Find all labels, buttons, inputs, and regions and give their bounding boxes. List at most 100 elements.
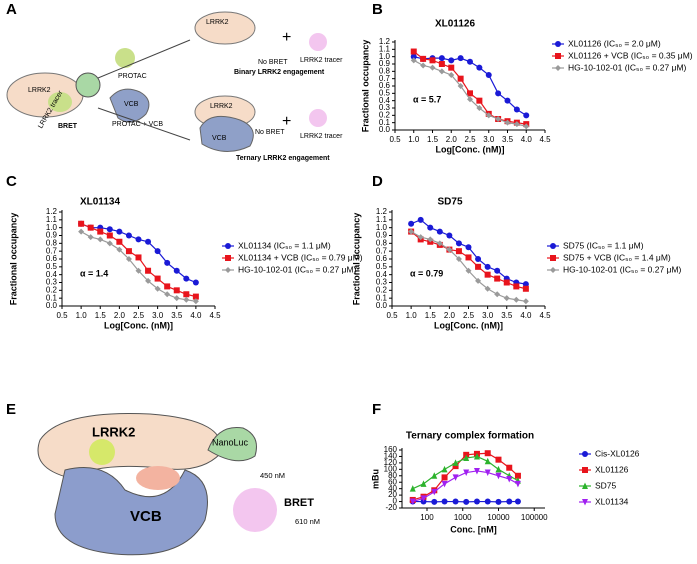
tracer-glow — [309, 109, 327, 127]
point — [154, 248, 161, 255]
point — [116, 246, 123, 253]
point — [452, 474, 459, 481]
label: LRRK2 tracer — [300, 57, 343, 64]
label: VCB — [212, 135, 227, 142]
label: VCB — [124, 101, 139, 108]
point — [513, 283, 520, 290]
chart-title: SD75 — [437, 197, 462, 208]
point — [145, 277, 152, 284]
legend-marker — [550, 243, 556, 249]
point — [145, 238, 152, 245]
annotation: α = 0.79 — [410, 268, 443, 278]
point — [513, 296, 520, 303]
x-tick-label: 2.0 — [446, 135, 458, 144]
label: LRRK2 tracer — [300, 133, 343, 140]
y-tick-label: 0.5 — [376, 262, 388, 271]
point — [154, 285, 161, 292]
point — [436, 228, 443, 235]
lrrk2-shape — [6, 72, 84, 118]
y-tick-label: 0.6 — [376, 254, 388, 263]
y-tick-label: -20 — [385, 503, 397, 512]
label: BRET — [284, 497, 314, 509]
y-axis-label: Fractional occupancy — [351, 213, 361, 306]
point — [145, 267, 152, 274]
point — [87, 224, 94, 231]
x-tick-label: 4.0 — [520, 311, 532, 320]
point — [183, 275, 190, 282]
y-tick-label: 0.8 — [46, 238, 58, 247]
point — [484, 285, 491, 292]
y-tick-label: 0.4 — [46, 270, 58, 279]
x-tick-label: 100 — [420, 513, 434, 522]
plus: + — [282, 113, 291, 130]
point — [408, 220, 415, 227]
x-tick-label: 2.5 — [464, 135, 476, 144]
legend-marker — [555, 41, 561, 47]
point — [473, 452, 480, 460]
series-line — [412, 470, 519, 503]
point — [420, 55, 427, 62]
label: Binary LRRK2 engagement — [234, 69, 325, 76]
legend-label: XL01126 (IC₅₀ = 2.0 μM) — [568, 38, 661, 48]
annotation: α = 1.4 — [80, 268, 108, 278]
y-tick-label: 1.1 — [376, 215, 388, 224]
point — [417, 216, 424, 223]
point — [441, 474, 448, 481]
point — [504, 119, 511, 126]
y-tick-label: 0.7 — [376, 246, 388, 255]
x-tick-label: 2.0 — [444, 311, 456, 320]
x-tick-label: 0.5 — [386, 311, 398, 320]
point — [427, 236, 434, 243]
point — [106, 240, 113, 247]
point — [495, 90, 502, 97]
point — [467, 96, 473, 103]
x-tick-label: 3.0 — [152, 311, 164, 320]
label: LRRK2 — [206, 19, 229, 26]
legend-marker — [225, 243, 231, 249]
point — [523, 123, 530, 130]
point — [436, 240, 443, 247]
point — [455, 248, 462, 255]
legend-label: HG-10-102-01 (IC₅₀ = 0.27 μM) — [568, 62, 687, 72]
x-tick-label: 0.5 — [389, 135, 401, 144]
point — [484, 271, 491, 278]
point — [463, 454, 470, 462]
point — [476, 64, 483, 71]
point — [484, 498, 491, 505]
point — [485, 72, 492, 78]
point — [476, 105, 483, 111]
point — [473, 498, 480, 505]
legend-label: XL01134 — [595, 496, 629, 506]
legend-label: XL01134 (IC₅₀ = 1.1 μM) — [238, 240, 331, 250]
point — [448, 64, 455, 71]
panel-label: C — [6, 173, 17, 190]
point — [97, 228, 104, 235]
point — [522, 285, 529, 292]
y-tick-label: 20 — [388, 490, 397, 499]
y-axis-label: Fractional occupancy — [8, 213, 18, 306]
point — [192, 293, 199, 300]
y-tick-label: 0.5 — [46, 262, 58, 271]
y-tick-label: 0.5 — [379, 88, 391, 97]
label: No BRET — [255, 129, 285, 136]
series-line — [413, 56, 527, 116]
point — [97, 236, 104, 243]
arrow — [97, 107, 191, 141]
point — [476, 97, 483, 104]
y-tick-label: 0.2 — [376, 285, 388, 294]
legend-marker — [225, 267, 231, 273]
legend-label: XL01126 + VCB (IC₅₀ = 0.35 μM) — [568, 50, 693, 60]
point — [420, 62, 427, 69]
point — [106, 226, 113, 233]
x-tick-label: 3.0 — [482, 311, 494, 320]
y-tick-label: 0 — [393, 497, 398, 506]
point — [503, 295, 510, 302]
point — [183, 291, 190, 298]
x-axis-label: Log[Conc. (nM)] — [436, 144, 505, 154]
legend-label: XL01126 — [595, 464, 629, 474]
point — [431, 488, 438, 496]
x-tick-label: 1.5 — [95, 311, 107, 320]
point — [438, 61, 445, 67]
point — [473, 467, 480, 475]
x-tick-label: 2.0 — [114, 311, 126, 320]
